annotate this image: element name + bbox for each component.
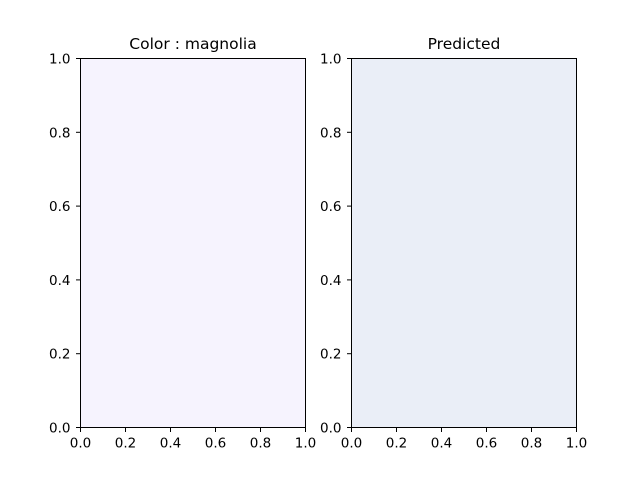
left-y-tick-label: 0.8	[49, 125, 70, 141]
left-y-tick-label: 1.0	[49, 52, 70, 68]
right-x-axis: 0.0 0.2 0.4 0.6 0.8 1.0	[341, 427, 587, 452]
right-y-tick-label: 0.0	[320, 421, 341, 437]
right-y-tick-label: 0.6	[320, 199, 341, 215]
right-subplot: Predicted 0.00.20.40.60.81.0 0.0 0.2 0.4 0.…	[320, 35, 587, 452]
left-x-tick-label: 0.4	[160, 436, 181, 452]
right-y-tick-label: 0.4	[320, 273, 341, 289]
left-x-tick-label: 0.2	[115, 436, 136, 452]
left-x-tick-label: 0.8	[250, 436, 271, 452]
right-y-axis: 0.0 0.2 0.4 0.6 0.8 1.0	[320, 52, 352, 437]
right-subplot-title: Predicted	[428, 35, 501, 53]
left-x-tick-label: 0.6	[205, 436, 226, 452]
right-y-tick-label: 1.0	[320, 52, 341, 68]
right-x-tick-label: 0.6	[476, 436, 497, 452]
right-x-tick-label: 0.8	[521, 436, 542, 452]
right-x-tick-label: 0.0	[341, 436, 362, 452]
left-subplot-title: Color : magnolia	[129, 35, 256, 53]
left-y-axis: 0.0 0.2 0.4 0.6 0.8 1.0	[49, 52, 81, 437]
left-y-tick-label: 0.0	[49, 421, 70, 437]
left-y-tick-label: 0.6	[49, 199, 70, 215]
left-x-axis: 0.0 0.2 0.4 0.6 0.8 1.0	[70, 427, 316, 452]
left-x-tick-label: 0.0	[70, 436, 91, 452]
left-x-tick-label: 1.0	[295, 436, 316, 452]
right-y-tick-label: 0.8	[320, 125, 341, 141]
left-plot-area	[80, 58, 306, 428]
left-y-tick-label: 0.2	[49, 347, 70, 363]
right-y-tick-label: 0.2	[320, 347, 341, 363]
right-plot-area	[351, 58, 577, 428]
right-x-tick-label: 0.4	[431, 436, 452, 452]
left-subplot: Color : magnolia 0.00.20.40.60.81.0 0.0 0…	[49, 35, 316, 452]
left-y-tick-label: 0.4	[49, 273, 70, 289]
right-x-tick-label: 0.2	[386, 436, 407, 452]
right-x-tick-label: 1.0	[566, 436, 587, 452]
